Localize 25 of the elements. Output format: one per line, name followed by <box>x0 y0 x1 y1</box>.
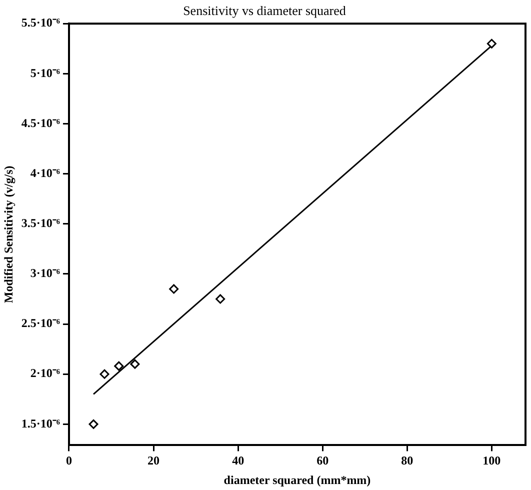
chart-title: Sensitivity vs diameter squared <box>183 3 346 18</box>
y-tick-label: 5.5·10⁻⁶ <box>21 16 60 30</box>
y-tick-label: 2.5·10⁻⁶ <box>21 316 60 330</box>
y-tick-label: 3.5·10⁻⁶ <box>21 216 60 230</box>
x-tick-label: 60 <box>316 453 329 468</box>
point <box>169 284 179 294</box>
x-tick-label: 40 <box>232 453 244 468</box>
y-tick-label: 3·10⁻⁶ <box>30 266 60 280</box>
y-tick-label: 4.5·10⁻⁶ <box>21 116 60 130</box>
point <box>130 359 140 369</box>
point <box>216 294 226 304</box>
point <box>114 361 124 371</box>
x-tick-label: 100 <box>482 453 501 468</box>
x-axis-title: diameter squared (mm*mm) <box>224 472 371 487</box>
point <box>100 369 110 379</box>
point <box>88 419 98 429</box>
x-tick-label: 20 <box>148 453 160 468</box>
x-tick-label: 0 <box>66 453 72 468</box>
y-axis-title: Modified Sensitivity (v/g/s) <box>1 166 16 304</box>
y-tick-label: 2·10⁻⁶ <box>30 366 60 380</box>
y-tick-label: 1.5·10⁻⁶ <box>21 416 60 430</box>
y-tick-label: 5·10⁻⁶ <box>30 66 60 80</box>
point <box>486 38 496 48</box>
y-tick-label: 4·10⁻⁶ <box>30 166 60 180</box>
x-tick-label: 80 <box>401 453 414 468</box>
